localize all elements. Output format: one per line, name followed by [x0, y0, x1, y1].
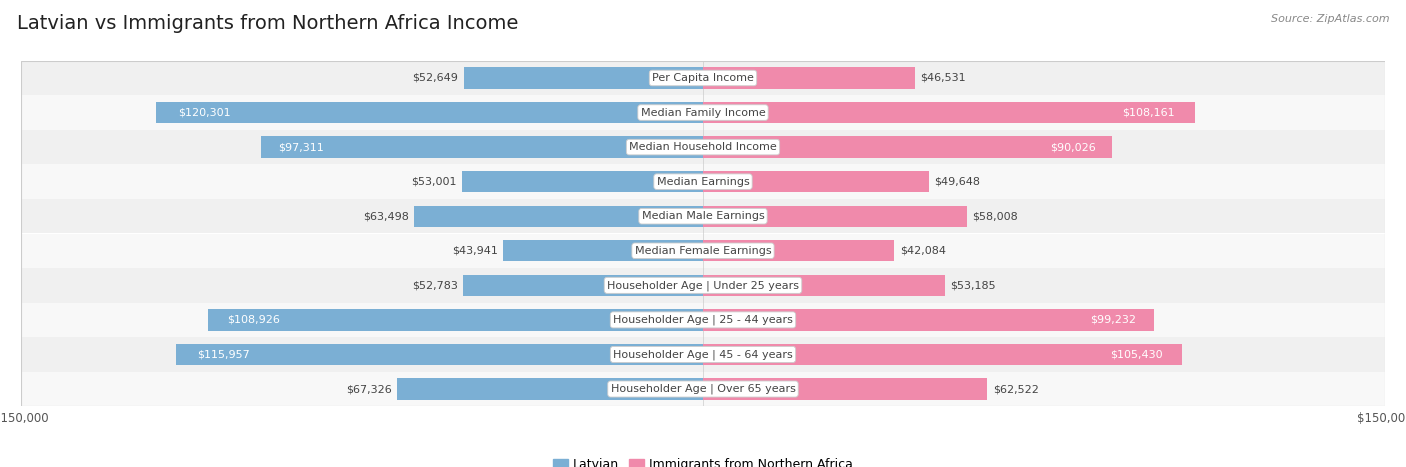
Text: $90,026: $90,026 — [1050, 142, 1095, 152]
Bar — [703, 67, 914, 89]
Text: Householder Age | 45 - 64 years: Householder Age | 45 - 64 years — [613, 349, 793, 360]
Bar — [703, 309, 1154, 331]
Bar — [415, 205, 703, 227]
Bar — [21, 95, 1385, 130]
Bar — [21, 337, 1385, 372]
Bar — [463, 275, 703, 296]
Bar — [703, 102, 1195, 123]
Bar — [21, 268, 1385, 303]
Bar — [703, 136, 1112, 158]
Text: $43,941: $43,941 — [451, 246, 498, 256]
Text: Source: ZipAtlas.com: Source: ZipAtlas.com — [1271, 14, 1389, 24]
Text: Median Household Income: Median Household Income — [628, 142, 778, 152]
Bar — [21, 303, 1385, 337]
Text: $97,311: $97,311 — [278, 142, 323, 152]
Bar — [156, 102, 703, 123]
Text: Median Male Earnings: Median Male Earnings — [641, 211, 765, 221]
Bar — [703, 171, 929, 192]
Text: $53,001: $53,001 — [411, 177, 457, 187]
Text: Median Family Income: Median Family Income — [641, 107, 765, 118]
Text: $53,185: $53,185 — [950, 280, 995, 290]
Text: Median Earnings: Median Earnings — [657, 177, 749, 187]
Bar — [21, 372, 1385, 406]
Bar — [176, 344, 703, 365]
Text: $42,084: $42,084 — [900, 246, 946, 256]
Bar — [21, 61, 1385, 95]
Bar — [463, 171, 703, 192]
Bar — [21, 234, 1385, 268]
Bar — [703, 205, 967, 227]
Bar — [208, 309, 703, 331]
Text: $49,648: $49,648 — [934, 177, 980, 187]
Bar — [260, 136, 703, 158]
Text: $52,649: $52,649 — [412, 73, 458, 83]
Text: $52,783: $52,783 — [412, 280, 457, 290]
Text: $105,430: $105,430 — [1111, 349, 1163, 360]
Text: $120,301: $120,301 — [179, 107, 231, 118]
Bar — [503, 240, 703, 262]
Text: Householder Age | Over 65 years: Householder Age | Over 65 years — [610, 384, 796, 394]
Bar — [703, 275, 945, 296]
Bar — [21, 164, 1385, 199]
Text: $46,531: $46,531 — [920, 73, 966, 83]
Text: Per Capita Income: Per Capita Income — [652, 73, 754, 83]
Text: $99,232: $99,232 — [1090, 315, 1136, 325]
Text: Median Female Earnings: Median Female Earnings — [634, 246, 772, 256]
Bar — [703, 378, 987, 400]
Bar — [21, 130, 1385, 164]
Bar — [396, 378, 703, 400]
Legend: Latvian, Immigrants from Northern Africa: Latvian, Immigrants from Northern Africa — [548, 453, 858, 467]
Text: $63,498: $63,498 — [363, 211, 409, 221]
Text: $62,522: $62,522 — [993, 384, 1039, 394]
Text: $108,161: $108,161 — [1122, 107, 1175, 118]
Text: Latvian vs Immigrants from Northern Africa Income: Latvian vs Immigrants from Northern Afri… — [17, 14, 519, 33]
Text: $58,008: $58,008 — [972, 211, 1018, 221]
Bar — [703, 240, 894, 262]
Text: Householder Age | Under 25 years: Householder Age | Under 25 years — [607, 280, 799, 290]
Bar — [703, 344, 1182, 365]
Bar — [464, 67, 703, 89]
Text: $108,926: $108,926 — [228, 315, 281, 325]
Bar — [21, 199, 1385, 234]
Text: $115,957: $115,957 — [197, 349, 250, 360]
Text: $67,326: $67,326 — [346, 384, 391, 394]
Text: Householder Age | 25 - 44 years: Householder Age | 25 - 44 years — [613, 315, 793, 325]
